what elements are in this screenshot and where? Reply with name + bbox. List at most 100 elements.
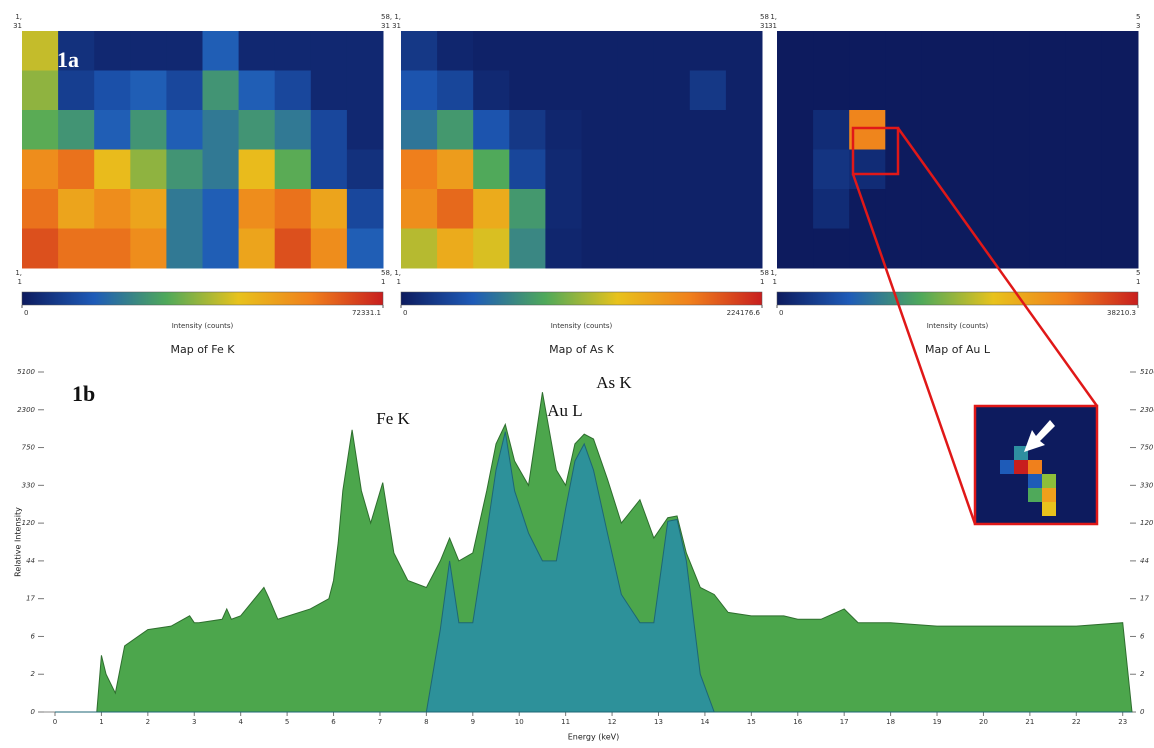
heat-cell (777, 189, 814, 229)
map-title: Map of Fe K (170, 343, 235, 356)
y-tick-label: 5100 (17, 368, 35, 376)
heat-cell (473, 150, 510, 190)
heat-cell (166, 150, 203, 190)
heat-cell (94, 110, 131, 150)
heat-cell (654, 110, 691, 150)
heat-cell (401, 229, 438, 269)
corner-label: 58, (381, 13, 392, 21)
heat-cell (509, 229, 546, 269)
heat-cell (130, 31, 167, 71)
heat-cell (311, 150, 348, 190)
heat-cell (690, 110, 727, 150)
corner-label: 3 (1136, 22, 1140, 30)
heat-cell (958, 31, 995, 71)
heat-cell (777, 71, 814, 111)
heat-cell (994, 110, 1031, 150)
heat-cell (94, 71, 131, 111)
peak-label: As K (596, 373, 632, 392)
heat-cell (347, 150, 384, 190)
y-tick-label: 17 (26, 595, 35, 603)
x-tick-label: 1 (99, 718, 103, 726)
heat-cell (545, 150, 582, 190)
heat-cell (166, 31, 203, 71)
y-tick-label: 44 (1140, 557, 1149, 565)
y-tick-label: 2300 (17, 406, 35, 414)
heat-cell (1066, 71, 1103, 111)
inset-cell (1028, 460, 1042, 474)
heat-cell (1102, 150, 1139, 190)
corner-label: 1 (381, 278, 385, 286)
x-tick-label: 18 (886, 718, 895, 726)
heat-cell (203, 150, 240, 190)
heat-cell (203, 229, 240, 269)
y-tick-label: 6 (1140, 632, 1145, 640)
colorbar-tick-label: 0 (403, 309, 407, 317)
peak-label: Fe K (376, 409, 410, 428)
heat-cell (1066, 189, 1103, 229)
heat-cell (22, 71, 59, 111)
heat-cell (582, 150, 619, 190)
heat-cell (654, 189, 691, 229)
heat-cell (813, 31, 850, 71)
x-tick-label: 9 (471, 718, 475, 726)
y-tick-label: 0 (1140, 708, 1145, 716)
heat-cell (437, 110, 474, 150)
heat-cell (726, 229, 763, 269)
heat-cell (654, 31, 691, 71)
heat-cell (921, 110, 958, 150)
heat-cell (473, 229, 510, 269)
heat-cell (690, 31, 727, 71)
heat-cell (726, 31, 763, 71)
heat-cell (58, 150, 95, 190)
heat-cell (726, 110, 763, 150)
heat-cell (921, 31, 958, 71)
heat-cell (401, 31, 438, 71)
heat-cell (130, 150, 167, 190)
heat-cell (813, 150, 850, 190)
heat-cell (618, 150, 655, 190)
heat-cell (813, 189, 850, 229)
heat-cell (58, 71, 95, 111)
heat-cell (690, 150, 727, 190)
heat-cell (311, 31, 348, 71)
colorbar-tick-label: 72331.1 (352, 309, 381, 317)
heat-cell (849, 229, 886, 269)
corner-label: 31 (381, 22, 390, 30)
heat-cell (1030, 189, 1067, 229)
y-tick-label: 5100 (1140, 368, 1154, 376)
colorbar-label: Intensity (counts) (927, 322, 989, 330)
x-tick-label: 0 (53, 718, 57, 726)
heat-cell (1102, 31, 1139, 71)
heat-cell (22, 189, 59, 229)
x-tick-label: 19 (933, 718, 942, 726)
heat-cell (437, 31, 474, 71)
heat-cell (958, 150, 995, 190)
colorbar-label: Intensity (counts) (551, 322, 613, 330)
x-tick-label: 6 (331, 718, 336, 726)
colorbar (401, 292, 762, 305)
y-tick-label: 0 (31, 708, 36, 716)
x-tick-label: 21 (1025, 718, 1034, 726)
corner-label: 58 (760, 269, 769, 277)
heat-cell (582, 189, 619, 229)
heat-cell (347, 31, 384, 71)
heat-cell (203, 189, 240, 229)
heat-cell (311, 71, 348, 111)
corner-label: 5 (1136, 13, 1140, 21)
corner-label: 1, (15, 269, 22, 277)
x-tick-label: 17 (840, 718, 849, 726)
heat-cell (239, 189, 276, 229)
heat-cell (545, 110, 582, 150)
heat-cell (22, 150, 59, 190)
corner-label: 31 (392, 22, 401, 30)
heat-cell (726, 150, 763, 190)
panel-label: 1b (72, 381, 95, 406)
y-tick-label: 330 (22, 481, 36, 489)
heat-cell (58, 229, 95, 269)
heat-cell (690, 71, 727, 111)
heat-cell (1066, 229, 1103, 269)
y-tick-label: 2 (1140, 670, 1145, 678)
heat-cell (239, 150, 276, 190)
heat-cell (958, 189, 995, 229)
